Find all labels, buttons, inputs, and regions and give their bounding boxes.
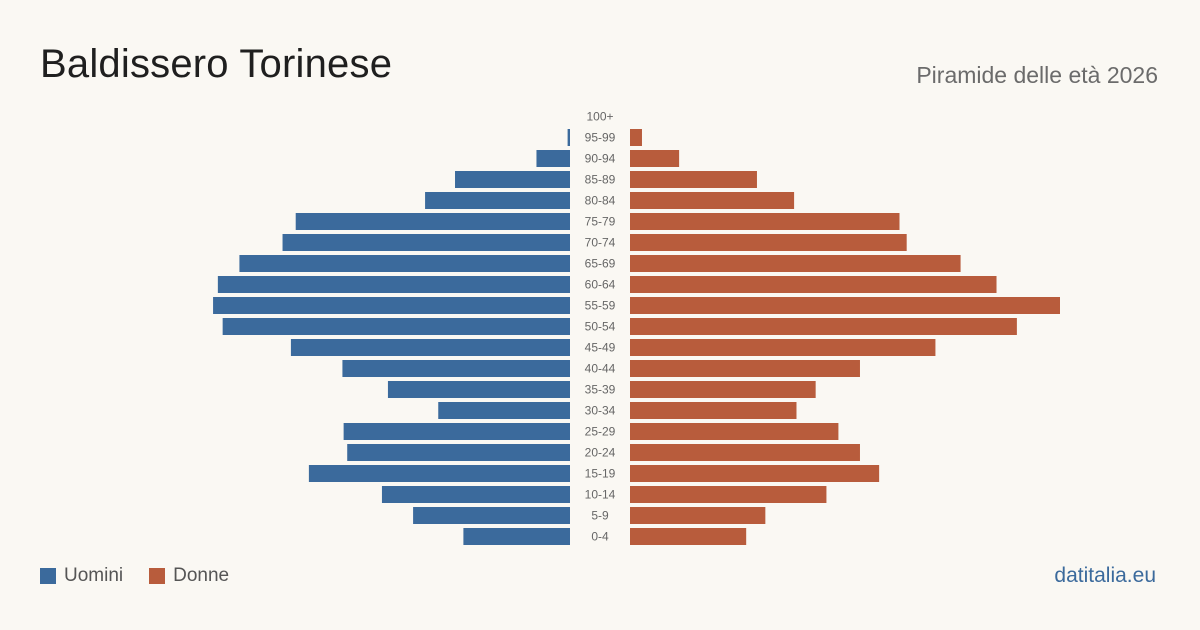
age-group-50-54: 50-54 <box>222 318 1017 335</box>
bar-men-95-99 <box>567 129 570 146</box>
bar-women-85-89 <box>630 171 757 188</box>
bar-women-35-39 <box>630 381 816 398</box>
bar-men-15-19 <box>308 465 570 482</box>
bar-men-45-49 <box>290 339 570 356</box>
chart-title: Baldissero Torinese <box>40 42 393 86</box>
bar-men-25-29 <box>343 423 570 440</box>
age-group-70-74: 70-74 <box>282 234 907 251</box>
bar-women-80-84 <box>630 192 795 209</box>
bar-men-90-94 <box>536 150 570 167</box>
bar-men-85-89 <box>455 171 570 188</box>
bar-women-50-54 <box>630 318 1017 335</box>
bar-men-0-4 <box>463 528 570 545</box>
age-label-5-9: 5-9 <box>591 509 609 523</box>
bar-women-90-94 <box>630 150 680 167</box>
bar-men-55-59 <box>213 297 570 314</box>
bar-men-5-9 <box>413 507 570 524</box>
bar-women-95-99 <box>630 129 642 146</box>
bar-women-75-79 <box>630 213 900 230</box>
age-label-90-94: 90-94 <box>585 152 616 166</box>
bar-men-10-14 <box>381 486 570 503</box>
age-group-45-49: 45-49 <box>290 339 936 356</box>
legend-label-women: Donne <box>173 565 230 586</box>
bar-women-20-24 <box>630 444 860 461</box>
bar-women-5-9 <box>630 507 766 524</box>
bar-men-75-79 <box>295 213 570 230</box>
age-label-35-39: 35-39 <box>585 383 616 397</box>
bar-women-60-64 <box>630 276 997 293</box>
bar-men-35-39 <box>387 381 570 398</box>
legend-swatch-men <box>40 568 56 584</box>
age-label-45-49: 45-49 <box>585 341 616 355</box>
chart-subtitle: Piramide delle età 2026 <box>916 62 1158 88</box>
age-group-0-4: 0-4 <box>463 528 747 545</box>
bar-men-50-54 <box>222 318 570 335</box>
age-label-85-89: 85-89 <box>585 173 616 187</box>
source-link[interactable]: datitalia.eu <box>1054 564 1156 587</box>
bar-women-0-4 <box>630 528 747 545</box>
age-label-50-54: 50-54 <box>585 320 616 334</box>
age-group-10-14: 10-14 <box>381 486 827 503</box>
age-label-65-69: 65-69 <box>585 257 616 271</box>
age-group-80-84: 80-84 <box>425 192 795 209</box>
bar-women-55-59 <box>630 297 1060 314</box>
legend-swatch-women <box>149 568 166 584</box>
bar-men-40-44 <box>342 360 570 377</box>
age-label-75-79: 75-79 <box>585 215 616 229</box>
age-label-15-19: 15-19 <box>585 467 616 481</box>
bar-men-30-34 <box>438 402 570 419</box>
bar-men-20-24 <box>347 444 570 461</box>
age-label-80-84: 80-84 <box>585 194 616 208</box>
age-group-5-9: 5-9 <box>413 507 766 524</box>
age-group-85-89: 85-89 <box>455 171 757 188</box>
bar-women-45-49 <box>630 339 936 356</box>
age-group-90-94: 90-94 <box>536 150 680 167</box>
bar-women-65-69 <box>630 255 961 272</box>
age-group-35-39: 35-39 <box>387 381 816 398</box>
age-label-40-44: 40-44 <box>585 362 616 376</box>
age-label-100+: 100+ <box>586 110 613 124</box>
age-group-25-29: 25-29 <box>343 423 839 440</box>
age-group-95-99: 95-99 <box>567 129 642 146</box>
legend-label-men: Uomini <box>64 565 124 586</box>
age-group-20-24: 20-24 <box>347 444 860 461</box>
age-group-40-44: 40-44 <box>342 360 860 377</box>
age-label-0-4: 0-4 <box>591 530 609 544</box>
bar-men-65-69 <box>239 255 570 272</box>
bar-women-40-44 <box>630 360 860 377</box>
age-label-70-74: 70-74 <box>585 236 616 250</box>
legend-item-women: Donne <box>149 565 229 587</box>
age-group-60-64: 60-64 <box>217 276 997 293</box>
bar-men-70-74 <box>282 234 570 251</box>
age-label-10-14: 10-14 <box>585 488 616 502</box>
age-group-55-59: 55-59 <box>213 297 1060 314</box>
age-group-100plus: 100+ <box>586 110 613 124</box>
age-label-60-64: 60-64 <box>585 278 616 292</box>
bar-men-80-84 <box>425 192 570 209</box>
bar-women-25-29 <box>630 423 839 440</box>
bar-women-70-74 <box>630 234 907 251</box>
age-group-65-69: 65-69 <box>239 255 961 272</box>
legend: Uomini Donne <box>40 565 255 587</box>
age-label-95-99: 95-99 <box>585 131 616 145</box>
bar-women-30-34 <box>630 402 797 419</box>
age-group-75-79: 75-79 <box>295 213 900 230</box>
age-label-20-24: 20-24 <box>585 446 616 460</box>
age-group-15-19: 15-19 <box>308 465 880 482</box>
age-label-30-34: 30-34 <box>585 404 616 418</box>
age-label-55-59: 55-59 <box>585 299 616 313</box>
age-group-30-34: 30-34 <box>438 402 797 419</box>
legend-item-men: Uomini <box>40 565 123 587</box>
bar-women-10-14 <box>630 486 827 503</box>
age-label-25-29: 25-29 <box>585 425 616 439</box>
bar-women-15-19 <box>630 465 880 482</box>
bar-men-60-64 <box>217 276 570 293</box>
